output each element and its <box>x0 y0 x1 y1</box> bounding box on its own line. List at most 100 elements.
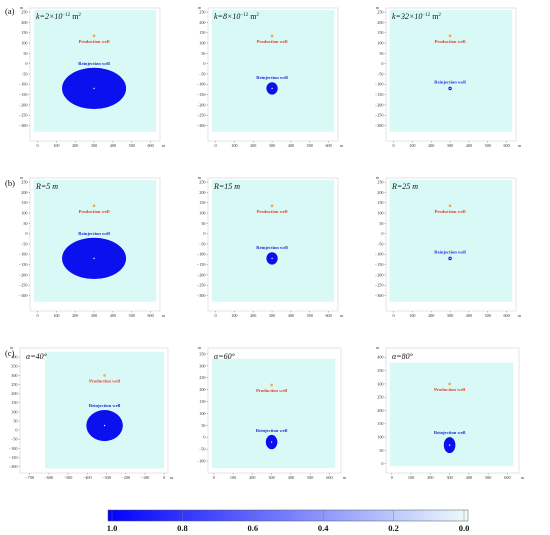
production-well-label: Production well <box>257 209 289 214</box>
panel-2: Production well Reinjection well 0 100 200 30… <box>197 5 344 148</box>
panel-title-unit: m <box>70 12 79 21</box>
x-tick-label: 200 <box>428 143 434 148</box>
panel-title: R=15 m <box>213 182 240 191</box>
panel-title-text: k=32×10 <box>392 12 422 21</box>
y-tick-label: −250 <box>19 113 28 118</box>
model-domain <box>211 358 336 469</box>
y-tick-label: −100 <box>19 82 28 87</box>
y-unit-label: m <box>376 345 380 350</box>
production-well-marker <box>270 383 273 387</box>
y-tick-label: 50 <box>201 423 205 428</box>
x-unit-label: m <box>170 475 174 480</box>
y-tick-label: −50 <box>377 71 384 76</box>
panel-5: Production well Reinjection well 0 100 200 30… <box>197 175 344 318</box>
x-tick-label: 0 <box>392 313 394 318</box>
x-tick-label: 300 <box>91 313 97 318</box>
y-tick-label: 0 <box>15 428 17 433</box>
colorbar-tick-label: 0.4 <box>318 523 329 533</box>
reinjection-well-marker <box>448 444 451 446</box>
y-tick-label: 150 <box>377 30 383 35</box>
y-tick-label: −200 <box>375 102 384 107</box>
panel-title: k=2×10−12 m2 <box>36 12 81 21</box>
panel-3: Production well Reinjection well 0 100 200 30… <box>375 5 522 148</box>
y-tick-label: −50 <box>199 447 206 452</box>
y-tick-label: 100 <box>21 40 27 45</box>
y-tick-label: 300 <box>11 373 17 378</box>
y-tick-label: −50 <box>199 71 206 76</box>
y-tick-label: −100 <box>9 446 18 451</box>
axes-frame <box>385 7 517 142</box>
y-tick-label: 350 <box>377 368 383 373</box>
colorbar-tick-label: 1.0 <box>107 523 118 533</box>
y-tick-label: 150 <box>21 200 27 205</box>
y-tick-label: −50 <box>377 241 384 246</box>
panel-title: α=80° <box>392 352 414 361</box>
y-tick-label: 50 <box>379 51 383 56</box>
y-tick-label: −300 <box>375 123 384 128</box>
x-tick-label: 100 <box>409 143 415 148</box>
x-tick-label: −200 <box>121 475 130 480</box>
production-well-label: Production well <box>435 39 467 44</box>
y-tick-label: −150 <box>197 262 206 267</box>
reinjection-well-marker <box>270 441 273 443</box>
y-tick-label: −150 <box>375 92 384 97</box>
production-well-label: Production well <box>434 387 466 392</box>
y-tick-label: 150 <box>377 421 383 426</box>
y-tick-label: 50 <box>23 221 27 226</box>
x-tick-label: 500 <box>129 313 135 318</box>
x-tick-label: 400 <box>466 143 472 148</box>
reinjection-well-marker <box>449 257 451 260</box>
y-tick-label: −300 <box>19 293 28 298</box>
y-tick-label: 250 <box>377 10 383 15</box>
y-tick-label: 150 <box>199 200 205 205</box>
y-tick-label: 350 <box>11 364 17 369</box>
y-tick-label: 250 <box>199 375 205 380</box>
x-tick-label: 400 <box>110 143 116 148</box>
reinjection-well-label: Reinjection well <box>256 75 288 80</box>
y-tick-label: −100 <box>197 252 206 257</box>
panel-6: Production well Reinjection well 0 100 200 30… <box>375 175 522 318</box>
x-tick-label: 200 <box>428 313 434 318</box>
panel-8: Production well Reinjection well 0 100 200 30… <box>197 345 347 480</box>
y-tick-label: 50 <box>379 448 383 453</box>
x-tick-label: 300 <box>268 475 274 480</box>
y-tick-label: 100 <box>377 434 383 439</box>
x-tick-label: 600 <box>503 313 509 318</box>
x-tick-label: 200 <box>250 313 256 318</box>
x-tick-label: 0 <box>392 143 394 148</box>
x-tick-label: 200 <box>250 143 256 148</box>
x-tick-label: 300 <box>446 475 452 480</box>
panel-title-unit: m <box>430 12 439 21</box>
panel-title-text: α=80° <box>392 352 414 361</box>
y-tick-label: 100 <box>21 210 27 215</box>
y-tick-label: −200 <box>19 272 28 277</box>
panel-9: Production well Reinjection well 0 100 200 30… <box>376 345 525 480</box>
reinjection-well-label: Reinjection well <box>256 428 288 433</box>
panel-title-text: R=25 m <box>391 182 418 191</box>
y-tick-label: 250 <box>21 180 27 185</box>
y-tick-label: 250 <box>377 395 383 400</box>
x-tick-label: 100 <box>408 475 414 480</box>
x-unit-label: m <box>162 143 166 148</box>
y-tick-label: −250 <box>375 113 384 118</box>
x-tick-label: 0 <box>213 475 215 480</box>
x-tick-label: 500 <box>485 475 491 480</box>
colorbar-tick-label: 0.8 <box>177 523 188 533</box>
y-tick-label: −300 <box>375 293 384 298</box>
x-tick-label: 200 <box>72 143 78 148</box>
model-domain <box>44 351 165 469</box>
x-tick-label: 600 <box>325 143 331 148</box>
y-tick-label: −100 <box>197 82 206 87</box>
y-tick-label: 150 <box>199 30 205 35</box>
x-tick-label: 500 <box>485 313 491 318</box>
reinjection-well-label: Reinjection well <box>78 61 110 66</box>
x-tick-label: 0 <box>36 313 38 318</box>
x-tick-label: 0 <box>214 143 216 148</box>
x-tick-label: 100 <box>53 143 59 148</box>
y-tick-label: −250 <box>197 283 206 288</box>
model-domain <box>389 10 513 132</box>
reinjection-well-label: Reinjection well <box>434 250 466 255</box>
y-tick-label: −150 <box>19 262 28 267</box>
x-unit-label: m <box>518 313 522 318</box>
x-unit-label: m <box>340 143 344 148</box>
